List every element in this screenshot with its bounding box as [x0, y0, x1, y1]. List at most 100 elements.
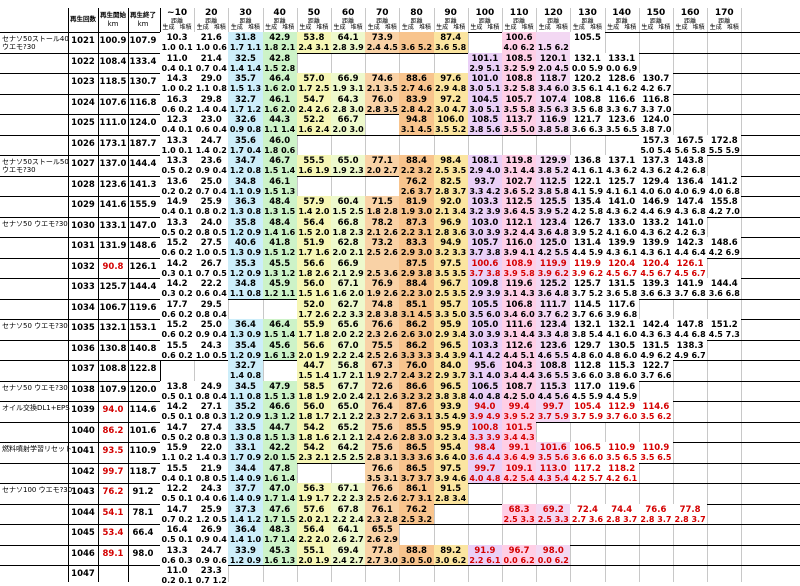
value-bottom: 4.4 5.6	[537, 391, 569, 401]
value-top: 91.5	[440, 484, 462, 494]
value-bottom: 2.2 2.3	[332, 494, 364, 503]
data-cell	[467, 93, 502, 114]
value-top: 73.2	[371, 238, 393, 248]
value-top: 108.8	[539, 361, 567, 371]
value-bottom: 1.4 0.8	[229, 371, 262, 380]
value-top: 67.7	[337, 381, 359, 392]
play-count: 1024	[71, 97, 95, 108]
value-bottom: 2.0 3.0	[332, 125, 364, 134]
data-cell	[604, 278, 639, 299]
play-end-km: 140.8	[129, 343, 157, 354]
value-top: 105.7	[505, 94, 533, 105]
value-bottom: 3.8 7.0	[640, 125, 672, 134]
value-top: 86.5	[405, 443, 427, 453]
value-bottom: 0.7 1.2	[195, 576, 227, 585]
value-bottom: 1.4 1.2	[229, 514, 262, 524]
value-bottom: 3.4 4.4	[503, 371, 535, 380]
gen-sub-label: 生成	[299, 24, 312, 31]
distance-header: 110	[509, 8, 529, 18]
value-bottom: 1.3 0.9	[229, 248, 262, 257]
data-cell	[262, 93, 297, 114]
data-cell	[331, 421, 366, 442]
value-top: 113.7	[505, 115, 533, 125]
data-cell	[673, 216, 708, 237]
value-top: 14.2	[166, 279, 188, 289]
value-bottom: 1.7 1.2	[229, 104, 262, 114]
data-cell	[331, 237, 366, 258]
value-top: 108.5	[505, 53, 533, 64]
data-cell	[433, 360, 468, 381]
row-separator	[0, 134, 800, 136]
value-bottom: 0.8 0.5	[195, 473, 227, 483]
value-top: 34.8	[234, 176, 256, 187]
value-bottom: 2.5 3.6	[366, 268, 398, 278]
value-top: 108.5	[471, 115, 499, 125]
value-bottom: 4.0 6.9	[674, 186, 706, 196]
value-bottom: 3.5 6.5	[606, 453, 638, 462]
data-cell	[331, 483, 366, 504]
column-divider	[68, 8, 69, 582]
value-top: 25.0	[200, 176, 222, 187]
value-top: 14.2	[166, 258, 188, 269]
data-cell	[331, 524, 366, 545]
value-top: 34.7	[234, 156, 256, 166]
value-bottom: 4.0 4.8	[469, 473, 501, 483]
play-start-km: 132.1	[99, 323, 127, 333]
play-start-km: 86.2	[102, 425, 124, 436]
value-bottom: 2.1 3.5	[366, 84, 398, 93]
value-bottom: 0.9 0.4	[195, 535, 227, 544]
play-start-km: 131.9	[99, 241, 127, 251]
data-cell	[604, 380, 639, 401]
value-bottom: 1.4 0.4	[195, 104, 227, 114]
value-top: 108.8	[505, 74, 533, 84]
value-bottom: 3.0 5.0	[400, 555, 433, 565]
value-top: 13.3	[166, 217, 188, 228]
value-bottom: 3.3 3.6	[400, 453, 433, 462]
value-top: 157.3	[642, 135, 670, 146]
data-cell	[228, 32, 263, 53]
value-top: 54.2	[303, 422, 325, 433]
value-top: 95.4	[440, 443, 462, 453]
distance-header: 160	[680, 8, 700, 18]
play-start-km: 111.0	[99, 118, 127, 128]
data-cell	[331, 319, 366, 340]
value-top: 23.0	[200, 115, 222, 125]
value-top: 146.9	[642, 197, 670, 207]
value-bottom: 3.6 6.3	[640, 289, 672, 298]
value-bottom: 4.3 6.2	[640, 227, 672, 237]
value-top: 94.9	[440, 238, 462, 248]
value-bottom: 1.8 0.6	[264, 145, 296, 155]
play-end-km: 98.0	[132, 548, 154, 559]
value-bottom: 0.2 0.2	[161, 186, 193, 196]
data-cell	[638, 319, 673, 340]
value-top: 69.2	[542, 504, 564, 515]
value-bottom: 4.3 6.3	[640, 330, 672, 339]
data-cell	[194, 73, 229, 94]
data-cell	[228, 278, 263, 299]
value-bottom: 1.5 1.3	[264, 186, 296, 196]
value-top: 81.9	[405, 197, 427, 207]
gen-sub-label: 生成	[470, 24, 483, 31]
value-bottom: 4.1 5.9	[571, 186, 604, 196]
data-cell	[570, 298, 605, 319]
data-cell	[399, 155, 434, 176]
value-bottom: 2.0 2.4	[332, 391, 364, 401]
value-bottom: 1.6 2.0	[332, 289, 364, 298]
data-cell	[262, 339, 297, 360]
value-top: 77.8	[679, 504, 701, 515]
data-cell	[365, 237, 400, 258]
data-cell	[331, 401, 366, 422]
data-cell	[160, 52, 195, 73]
data-cell	[399, 73, 434, 94]
value-top: 105.5	[574, 33, 601, 43]
data-cell	[296, 298, 331, 319]
value-top: 45.6	[269, 340, 291, 351]
value-bottom: 3.6 4.5	[503, 207, 535, 216]
value-bottom: 1.0 0.5	[195, 350, 227, 360]
gen-sub-label: 生成	[675, 24, 688, 31]
value-top: 88.6	[405, 74, 427, 84]
value-bottom: 0.8 0.2	[195, 207, 227, 216]
value-bottom: 2.9 4.8	[435, 84, 467, 93]
data-cell	[467, 196, 502, 217]
data-cell	[433, 462, 468, 483]
